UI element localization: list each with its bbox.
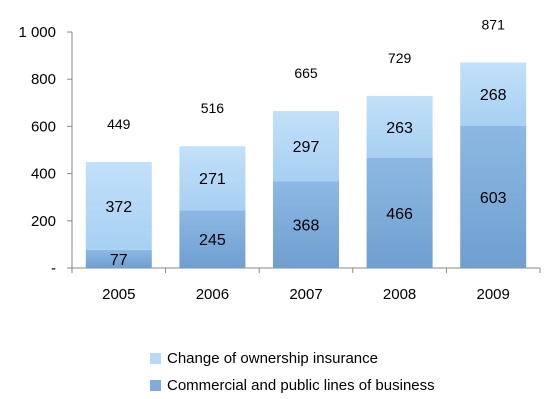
x-tick-label: 2005 [102, 286, 135, 303]
data-label-change-of-ownership: 372 [105, 199, 132, 216]
legend: Change of ownership insurance Commercial… [150, 345, 435, 399]
legend-label-commercial-public: Commercial and public lines of business [167, 377, 435, 394]
total-label: 516 [201, 100, 225, 116]
bar-segment-change-of-ownership [460, 62, 527, 126]
total-label: 871 [482, 16, 506, 32]
legend-swatch-commercial-public [150, 380, 161, 391]
legend-label-change-of-ownership: Change of ownership insurance [167, 350, 378, 367]
bar-segment-commercial-public [179, 210, 246, 268]
total-label: 449 [107, 116, 131, 132]
x-tick-label: 2008 [383, 286, 416, 303]
bar-segment-change-of-ownership [85, 162, 152, 250]
bar-segment-commercial-public [273, 181, 339, 268]
y-tick-label: 800 [31, 71, 56, 88]
data-label-change-of-ownership: 271 [199, 171, 226, 188]
y-tick-label: 1 000 [18, 24, 56, 41]
data-label-change-of-ownership: 268 [480, 87, 507, 104]
y-tick-label: 400 [31, 166, 56, 183]
legend-item-change-of-ownership: Change of ownership insurance [150, 345, 435, 372]
x-tick-label: 2009 [477, 286, 510, 303]
data-label-change-of-ownership: 263 [386, 120, 413, 137]
x-tick-label: 2007 [289, 286, 322, 303]
data-label-change-of-ownership: 297 [293, 139, 320, 156]
y-tick-label: 200 [31, 213, 56, 230]
total-label: 729 [388, 50, 412, 66]
bar-segment-commercial-public [366, 158, 433, 268]
x-tick-label: 2006 [196, 286, 229, 303]
bar-segment-commercial-public [85, 249, 152, 268]
data-label-commercial-public: 603 [480, 190, 507, 207]
legend-item-commercial-public: Commercial and public lines of business [150, 372, 435, 399]
data-label-commercial-public: 245 [199, 232, 226, 249]
y-tick-label: - [51, 260, 56, 277]
data-label-commercial-public: 77 [110, 252, 128, 269]
data-label-commercial-public: 368 [293, 218, 320, 235]
bar-segment-change-of-ownership [366, 95, 433, 159]
legend-swatch-change-of-ownership [150, 353, 161, 364]
y-tick-label: 600 [31, 118, 56, 135]
total-label: 665 [294, 65, 318, 81]
bar-segment-change-of-ownership [273, 111, 339, 182]
bar-segment-commercial-public [460, 125, 527, 268]
bar-segment-change-of-ownership [179, 146, 246, 211]
data-label-commercial-public: 466 [386, 206, 413, 223]
